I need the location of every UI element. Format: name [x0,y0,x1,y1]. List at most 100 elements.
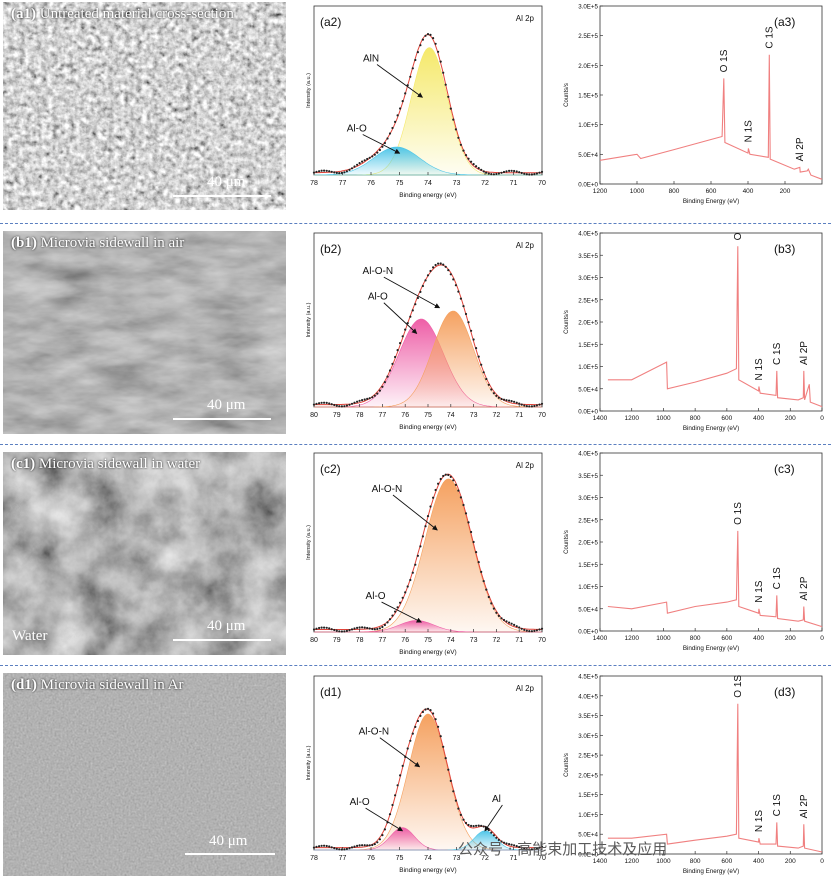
data-point [457,807,460,810]
data-point [391,126,394,130]
scale-bar-c1 [173,639,271,641]
data-point [325,844,328,848]
x-axis-label: Binding Energy (eV) [683,198,739,205]
data-point [538,628,541,631]
data-point [500,840,503,843]
data-point [345,847,348,850]
sem-label-a1: (a1) Untreated material cross-section [11,6,234,22]
data-point [376,841,379,844]
data-point [318,845,321,848]
data-point [505,620,508,623]
x-tick-label: 77 [339,855,347,862]
data-point [475,551,478,554]
data-point [368,156,371,159]
x-tick-label: 72 [481,180,489,187]
data-point [490,388,493,391]
annotation-arrow [392,494,438,531]
data-point [434,488,437,492]
data-point [520,846,523,849]
y-tick-label: 3.5E+5 [578,253,598,260]
data-point [472,338,475,341]
peak-annotation: AlN [363,53,379,64]
x-tick-label: 800 [690,635,701,642]
data-point [363,626,366,629]
data-point [356,626,359,629]
data-point [368,844,371,847]
sem-label-c1: (c1) Microvia sidewall in water [11,456,201,472]
data-point [381,834,384,837]
data-point [419,44,422,47]
x-tick-label: 400 [753,635,764,642]
data-point [323,169,326,172]
x-tick-label: 1000 [656,415,671,422]
x-tick-label: 72 [493,412,501,419]
data-point [472,540,475,544]
data-point [518,171,521,174]
data-point [376,151,379,154]
data-point [378,148,381,152]
data-point [513,169,516,173]
x-tick-label: 77 [339,180,347,187]
x-axis-label: Binding energy (eV) [399,424,456,431]
data-point [497,396,500,399]
component-al-o-n [314,310,542,408]
data-point [363,844,366,847]
data-point [409,75,412,78]
data-point [538,171,541,174]
data-point [386,621,389,624]
x-tick-label: 76 [401,637,409,644]
data-point [515,170,518,173]
x-tick-label: 400 [753,415,764,422]
data-point [429,33,432,36]
data-point [462,503,465,507]
y-tick-label: 0.0E+0 [578,629,598,636]
x-tick-label: 1400 [593,635,608,642]
data-point [386,137,389,140]
data-point [513,623,516,626]
data-point [333,628,336,632]
y-axis-label: Counts/s [564,753,570,777]
x-tick-label: 77 [379,412,387,419]
data-point [449,779,452,782]
x-tick-label: 73 [470,637,478,644]
data-point [429,269,432,273]
sem-image-c1: (c1) Microvia sidewall in water Water 40… [3,452,286,655]
scale-bar-b1 [173,418,271,420]
data-point [376,392,379,395]
sem-texture-d1 [3,673,286,876]
separator-3 [0,665,831,666]
data-point [508,621,511,624]
data-point [333,847,336,850]
data-point [510,400,513,403]
peak-annotation: Al-O [347,123,367,134]
spectrum-tag: Al 2p [516,461,535,470]
data-point [328,170,331,173]
data-point [328,402,331,405]
data-point [348,847,351,850]
data-point [315,845,318,848]
y-axis-label: Intensity (a.u.) [306,302,312,337]
peak-label: Al 2P [799,794,810,818]
panel-label: (d1) [320,685,341,699]
data-point [401,100,404,103]
data-point [540,402,544,405]
sem-label-d1: (d1) Microvia sidewall in Ar [11,677,184,693]
data-point [515,625,518,628]
data-point [464,512,468,515]
data-point [328,845,331,848]
data-point [394,120,397,123]
data-point [396,349,399,352]
x-tick-label: 74 [447,412,455,419]
data-point [462,149,465,152]
data-point [523,172,526,175]
data-point [467,521,470,524]
survey-spectrum [599,54,823,180]
survey-spectrum [607,703,823,853]
scale-label-c1: 40 μm [207,618,246,634]
panel-label: (b2) [320,242,341,256]
water-label: Water [12,628,48,644]
y-axis-label: Intensity (a.u.) [306,525,312,560]
data-point [505,399,508,402]
data-point [399,107,402,110]
data-point [361,399,364,402]
